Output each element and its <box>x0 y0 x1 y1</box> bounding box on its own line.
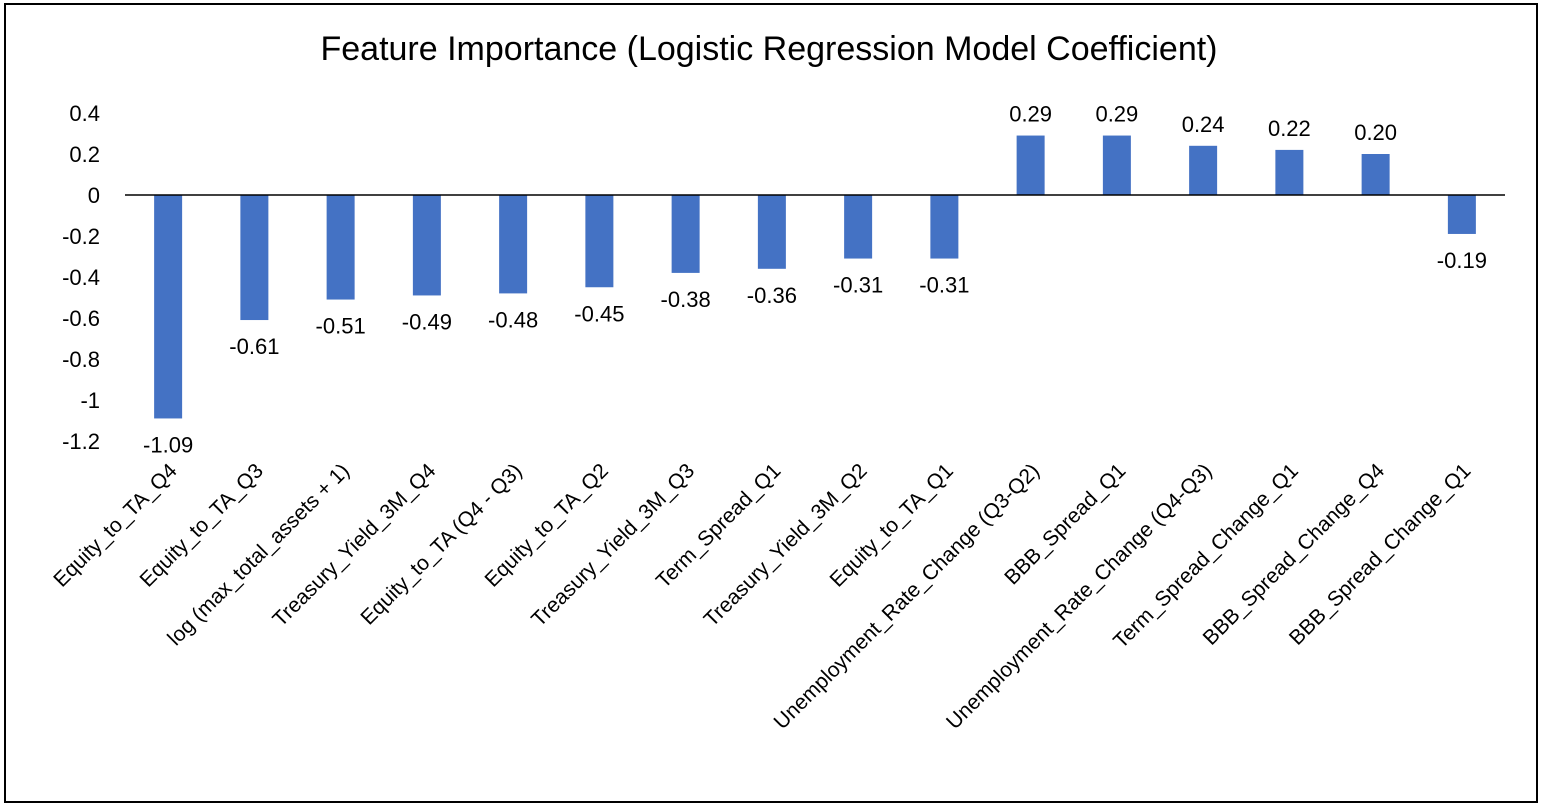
category-label: log (max_total_assets + 1) <box>163 459 354 650</box>
y-tick-label: 0.2 <box>69 142 100 167</box>
bar <box>930 195 959 259</box>
chart-title: Feature Importance (Logistic Regression … <box>320 30 1218 68</box>
data-label: -0.45 <box>574 301 624 326</box>
y-tick-label: 0.4 <box>69 101 100 126</box>
category-label: Term_Spread_Change_Q1 <box>1109 459 1303 653</box>
bar <box>757 195 786 269</box>
data-label: -0.31 <box>833 273 883 298</box>
y-tick-label: 0 <box>88 183 100 208</box>
y-tick-label: -1.2 <box>62 429 100 454</box>
category-label: Equity_to_TA (Q4 - Q3) <box>356 459 526 629</box>
y-tick-label: -0.8 <box>62 347 100 372</box>
bar <box>412 195 441 296</box>
bar <box>1275 149 1304 195</box>
data-label: -1.09 <box>143 432 193 457</box>
bar <box>499 195 528 294</box>
data-label: 0.24 <box>1182 112 1225 137</box>
data-label: -0.19 <box>1437 248 1487 273</box>
category-label: Treasury_Yield_3M_Q2 <box>700 459 872 631</box>
data-label: -0.48 <box>488 307 538 332</box>
bar <box>326 195 355 300</box>
y-tick-label: -0.4 <box>62 265 100 290</box>
data-label: -0.38 <box>661 287 711 312</box>
data-label: -0.49 <box>402 309 452 334</box>
bar <box>585 195 614 288</box>
category-label: BBB_Spread_Change_Q1 <box>1285 459 1475 649</box>
bar <box>1102 135 1131 195</box>
data-label: 0.20 <box>1354 120 1397 145</box>
category-label: Treasury_Yield_3M_Q4 <box>268 459 440 631</box>
bar <box>1016 135 1045 195</box>
data-label: -0.36 <box>747 283 797 308</box>
category-label: BBB_Spread_Change_Q4 <box>1199 459 1390 650</box>
bar <box>240 195 269 321</box>
bar <box>154 195 183 419</box>
data-label: -0.51 <box>316 314 366 339</box>
bar <box>1189 145 1218 195</box>
bar <box>671 195 700 273</box>
y-tick-label: -0.6 <box>62 306 100 331</box>
category-label: Treasury_Yield_3M_Q3 <box>527 459 699 631</box>
data-label: 0.29 <box>1009 102 1052 127</box>
data-label: 0.29 <box>1095 102 1138 127</box>
data-label: -0.61 <box>229 334 279 359</box>
bar <box>1447 195 1476 234</box>
bar <box>844 195 873 259</box>
y-tick-label: -0.2 <box>62 224 100 249</box>
y-tick-label: -1 <box>80 388 100 413</box>
chart-frame <box>4 3 1538 803</box>
data-label: -0.31 <box>919 273 969 298</box>
bar <box>1361 154 1390 195</box>
data-label: 0.22 <box>1268 116 1311 141</box>
